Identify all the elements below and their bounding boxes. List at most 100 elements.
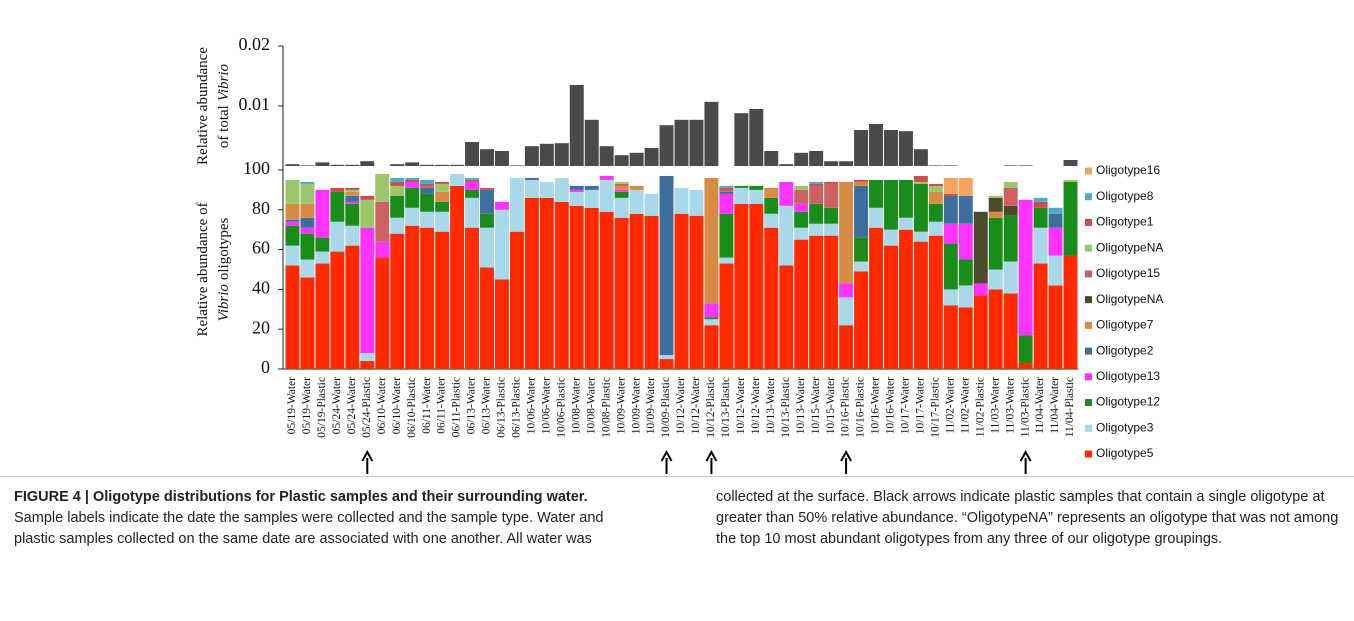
- bar-segment: [494, 209, 509, 280]
- bar-segment: [898, 179, 913, 218]
- x-tick-label: 10/09-Water: [645, 377, 657, 434]
- legend-label: Oligotype3: [1096, 420, 1154, 434]
- bar-segment: [390, 195, 405, 218]
- caption-body: Sample labels indicate the date the samp…: [14, 489, 1339, 547]
- arrow-head: [705, 449, 718, 462]
- bar-segment: [390, 185, 405, 196]
- bar-segment: [928, 183, 943, 186]
- bar-segment: [659, 355, 674, 360]
- bar-segment: [360, 199, 375, 228]
- bar-segment: [614, 197, 629, 218]
- y-axis-label-part: Vibrio: [216, 63, 232, 101]
- bar-segment: [405, 181, 420, 188]
- bar-segment: [869, 179, 883, 208]
- bar-segment: [883, 229, 898, 246]
- bar-segment: [569, 191, 584, 206]
- bar-segment: [928, 235, 943, 369]
- bar-segment: [435, 181, 450, 184]
- bar-segment: [614, 189, 629, 192]
- x-tick-label: 06/11-Water: [421, 377, 433, 434]
- bar: [869, 124, 883, 166]
- bar: [285, 164, 300, 166]
- bar-segment: [494, 279, 509, 369]
- x-tick-label: 10/17-Water: [915, 377, 927, 434]
- x-tick-label: 05/19-Plastic: [316, 377, 328, 438]
- bar-segment: [1033, 207, 1048, 228]
- x-tick-label: 10/13-Water: [795, 377, 807, 434]
- bar-segment: [420, 185, 435, 188]
- bar-segment: [913, 241, 928, 369]
- bar: [465, 142, 480, 166]
- bar-segment: [794, 189, 809, 204]
- bar: [420, 164, 435, 166]
- bar-segment: [480, 267, 494, 369]
- bar-segment: [719, 185, 734, 188]
- bar-segment: [1033, 201, 1048, 208]
- bar: [345, 164, 360, 166]
- x-tick-label: 05/19-Water: [301, 377, 313, 434]
- bar-segment: [435, 231, 450, 369]
- x-tick-label: 10/13-Plastic: [720, 377, 732, 438]
- bar-segment: [1003, 215, 1018, 262]
- bar-segment: [390, 233, 405, 369]
- bar-segment: [435, 191, 450, 202]
- bar-segment: [420, 193, 435, 212]
- x-tick-label: 06/10-Water: [391, 377, 403, 434]
- bar-segment: [854, 271, 869, 369]
- x-tick-label: 05/24-Water: [346, 377, 358, 434]
- bar-segment: [614, 183, 629, 186]
- x-tick-label: 10/17-Plastic: [929, 377, 941, 438]
- bar-segment: [958, 285, 973, 308]
- bar-segment: [360, 353, 375, 362]
- bar: [1063, 160, 1078, 166]
- legend-label: Oligotype8: [1096, 189, 1154, 203]
- bar: [599, 146, 614, 166]
- bar-segment: [644, 215, 659, 369]
- bar: [539, 143, 554, 166]
- y-axis-label: Relative abundance: [195, 47, 211, 165]
- bar-segment: [824, 181, 839, 184]
- bar-segment: [599, 211, 614, 369]
- bar-segment: [300, 183, 315, 204]
- y-tick-label: 0.02: [239, 34, 271, 54]
- bar-segment: [524, 177, 539, 180]
- bar-segment: [450, 185, 465, 369]
- bar-segment: [779, 265, 794, 369]
- y-tick-label: 0: [261, 357, 270, 377]
- bar-segment: [644, 193, 659, 216]
- x-tick-label: 06/13-Plastic: [496, 377, 508, 438]
- bar-segment: [420, 187, 435, 194]
- bar-segment: [480, 187, 494, 190]
- bar-segment: [928, 191, 943, 204]
- bar: [480, 149, 494, 166]
- bar-segment: [569, 185, 584, 190]
- y-tick-label: 60: [252, 238, 270, 258]
- bar-segment: [988, 197, 1003, 212]
- bar: [300, 165, 315, 166]
- bar-segment: [315, 237, 330, 252]
- x-tick-label: 11/03-Water: [989, 377, 1001, 434]
- bar-segment: [315, 251, 330, 264]
- x-tick-label: 06/10-Plastic: [406, 377, 418, 438]
- bar-segment: [300, 277, 315, 369]
- bar-segment: [734, 185, 749, 188]
- bar-segment: [450, 173, 465, 186]
- x-tick-label: 10/06-Water: [526, 377, 538, 434]
- bar-segment: [480, 213, 494, 228]
- bar-segment: [839, 297, 854, 326]
- bar-segment: [764, 187, 779, 198]
- bar-segment: [1048, 285, 1063, 369]
- x-tick-label: 05/24-Plastic: [361, 377, 373, 438]
- bar-segment: [659, 175, 674, 356]
- bar-segment: [315, 189, 330, 238]
- bar-segment: [420, 183, 435, 186]
- arrow-head: [1019, 449, 1032, 462]
- bar-segment: [973, 295, 988, 369]
- bar-segment: [375, 257, 390, 369]
- bar-segment: [435, 183, 450, 192]
- bar-segment: [794, 239, 809, 369]
- bar-segment: [599, 175, 614, 180]
- bar-segment: [390, 181, 405, 186]
- x-tick-label: 10/12-Plastic: [705, 377, 717, 438]
- bar-segment: [659, 359, 674, 369]
